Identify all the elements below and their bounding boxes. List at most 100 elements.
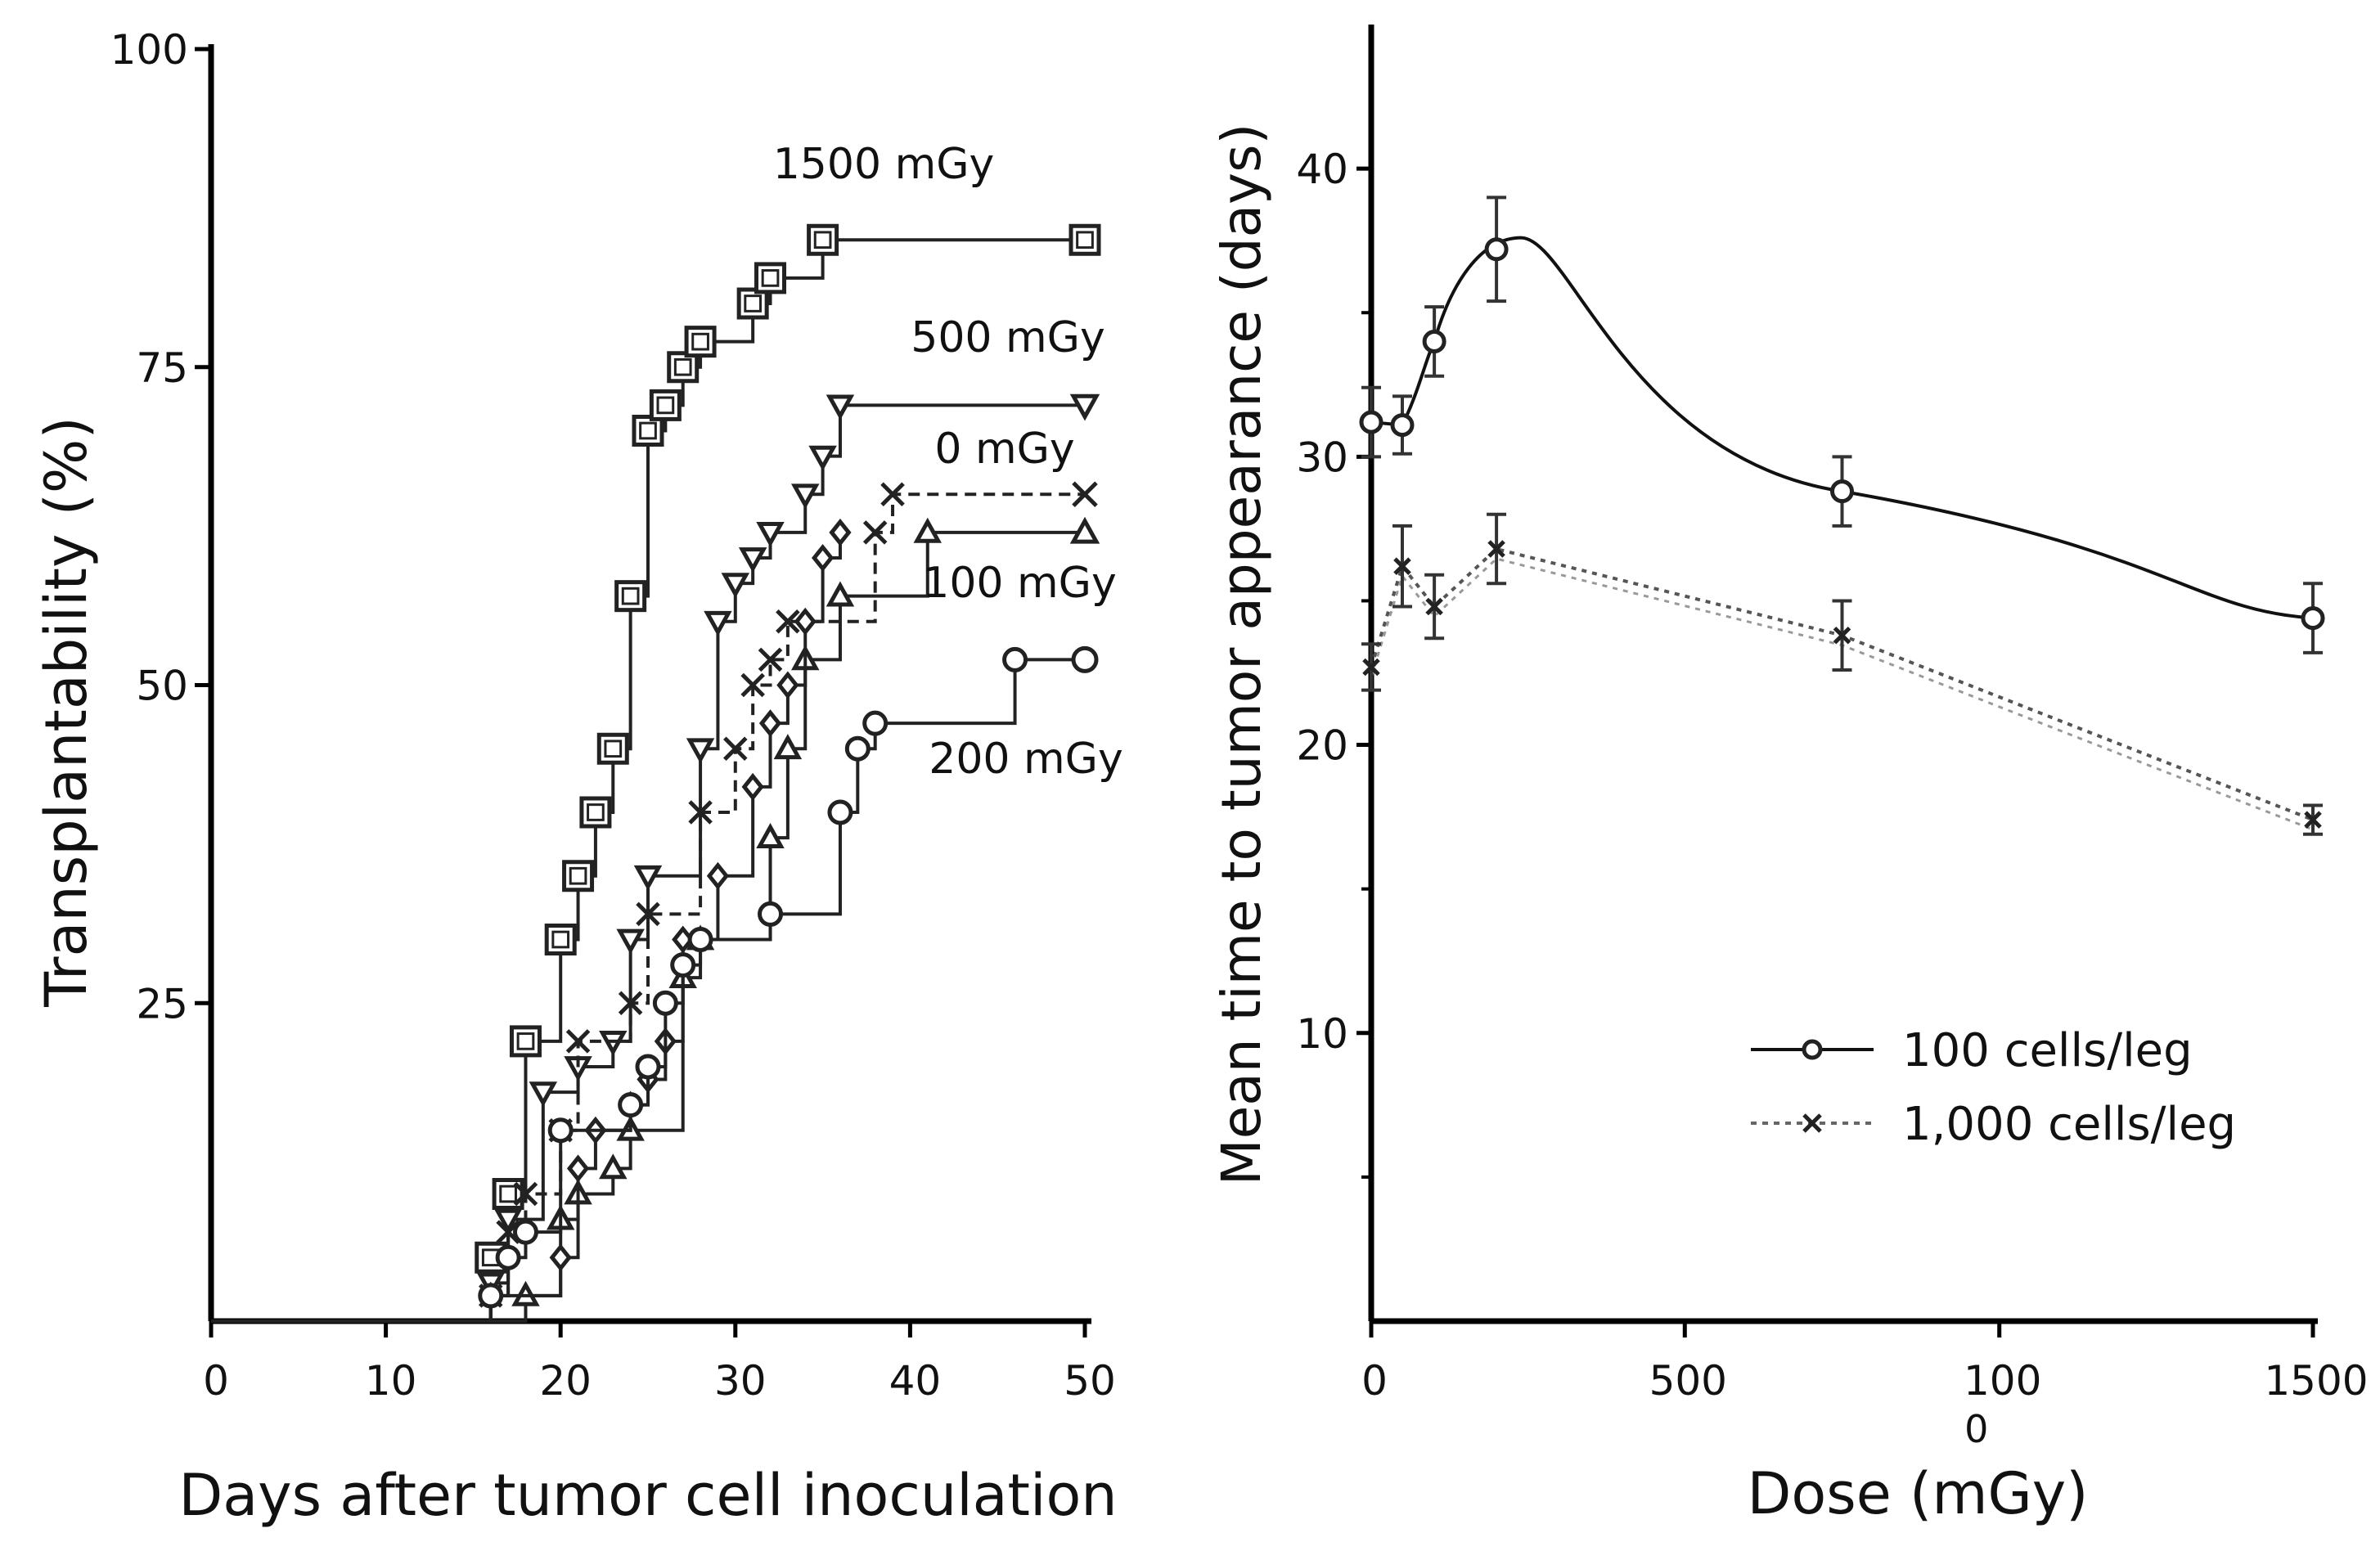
data-point — [513, 1181, 538, 1207]
x-axis-label: Days after tumor cell inoculation — [178, 1462, 1117, 1529]
x-tick-label: 0 — [203, 1357, 229, 1405]
data-point — [1069, 516, 1100, 544]
data-point — [754, 262, 787, 294]
y-tick-label: 40 — [1296, 146, 1348, 193]
data-point — [633, 865, 663, 891]
data-point — [478, 1283, 504, 1309]
data-point — [635, 1054, 661, 1080]
data-point — [826, 581, 855, 607]
x-tick-label: 10 — [365, 1357, 417, 1405]
data-point — [632, 415, 664, 447]
data-point-inner — [499, 1185, 517, 1203]
data-point — [862, 520, 888, 545]
data-point — [579, 796, 612, 829]
data-point — [649, 389, 682, 421]
data-point-stroke — [618, 991, 643, 1016]
x-axis-label: Dose (mGy) — [1748, 1460, 2089, 1527]
data-point — [826, 394, 855, 420]
data-point-inner — [587, 803, 605, 821]
data-point — [790, 483, 820, 510]
data-point — [596, 732, 629, 765]
data-point — [687, 927, 713, 952]
series-500-mgy — [211, 393, 1100, 1323]
data-point — [549, 1243, 572, 1272]
data-point — [1002, 646, 1028, 672]
legend: 100 cells/leg 1,000 cells/leg — [1751, 1024, 2236, 1151]
data-point-inner — [691, 332, 709, 351]
series-200-mgy — [211, 645, 1099, 1323]
data-point — [756, 522, 785, 548]
data-point — [509, 1025, 542, 1058]
data-point — [1484, 237, 1509, 262]
data-point — [1487, 540, 1505, 558]
data-point — [562, 860, 595, 892]
x-tick-label: 0 — [1361, 1357, 1388, 1405]
data-point-inner — [604, 740, 623, 758]
data-point-stroke — [776, 609, 800, 634]
data-point — [1393, 557, 1411, 575]
data-point — [1071, 645, 1099, 673]
data-point-inner — [1076, 231, 1094, 250]
series-line-shadow — [1370, 557, 2314, 831]
data-point — [1069, 393, 1100, 421]
y-tick-label: 100 — [110, 26, 188, 74]
data-point — [827, 799, 853, 825]
data-point — [618, 991, 643, 1016]
data-point — [862, 710, 889, 736]
x-tick-label: 40 — [889, 1357, 942, 1405]
data-point — [829, 518, 852, 546]
y-tick-label: 50 — [136, 663, 188, 710]
data-point — [688, 800, 713, 825]
data-point-inner — [656, 396, 675, 415]
data-point — [1422, 329, 1446, 353]
data-point — [704, 610, 732, 636]
data-point — [706, 861, 730, 890]
x-tick-label: 20 — [539, 1357, 592, 1405]
legend-label: 1,000 cells/leg — [1902, 1098, 2236, 1151]
data-point-stroke — [2304, 811, 2322, 829]
y-axis-label: Mean time to tumor appearance (days) — [1210, 124, 1273, 1185]
series-line — [1370, 546, 2314, 821]
data-point-stroke — [1833, 626, 1851, 645]
transplantability-chart: 0 10 20 30 40 50 100 75 50 25 Days after tumor cel… — [33, 26, 1123, 1529]
data-point — [512, 1219, 538, 1245]
legend-marker-stroke — [1802, 1113, 1822, 1133]
y-tick-label: 30 — [1296, 434, 1348, 481]
data-point — [1830, 479, 1854, 504]
y-tick-label: 75 — [136, 344, 188, 392]
data-point — [740, 672, 765, 698]
data-point-stroke — [740, 672, 765, 698]
data-point — [1359, 410, 1383, 434]
data-point — [776, 671, 799, 699]
data-point — [667, 351, 700, 384]
series-label-100-mgy: 100 mGy — [922, 559, 1117, 608]
data-point — [756, 822, 785, 848]
data-point-stroke — [636, 901, 660, 927]
series-label-1500-mgy: 1500 mGy — [773, 140, 995, 189]
data-point — [721, 573, 750, 599]
data-point — [844, 735, 871, 762]
data-point — [776, 609, 800, 634]
data-point-inner — [761, 269, 780, 287]
data-point-stroke — [880, 482, 905, 507]
data-point — [723, 736, 748, 762]
x-tick-label: 1500 — [2264, 1357, 2368, 1405]
data-point — [1362, 658, 1380, 677]
x-tick-label: 100 — [1964, 1357, 2041, 1405]
data-point — [758, 709, 782, 738]
data-point — [652, 990, 678, 1016]
data-point-stroke — [1393, 557, 1411, 575]
y-axis-label: Transplantability (%) — [33, 416, 100, 1008]
data-point — [547, 1117, 574, 1144]
data-point-stroke — [1425, 597, 1443, 616]
y-tick-label: 10 — [1296, 1010, 1348, 1058]
data-point — [1072, 481, 1098, 508]
x-tick-label: 500 — [1649, 1357, 1727, 1405]
y-tick-label: 25 — [136, 980, 188, 1027]
data-point — [565, 1029, 591, 1054]
data-point — [529, 1081, 558, 1108]
data-point — [566, 1154, 590, 1183]
data-point — [758, 901, 784, 927]
data-point-inner — [673, 357, 692, 376]
data-point-stroke — [688, 800, 713, 825]
